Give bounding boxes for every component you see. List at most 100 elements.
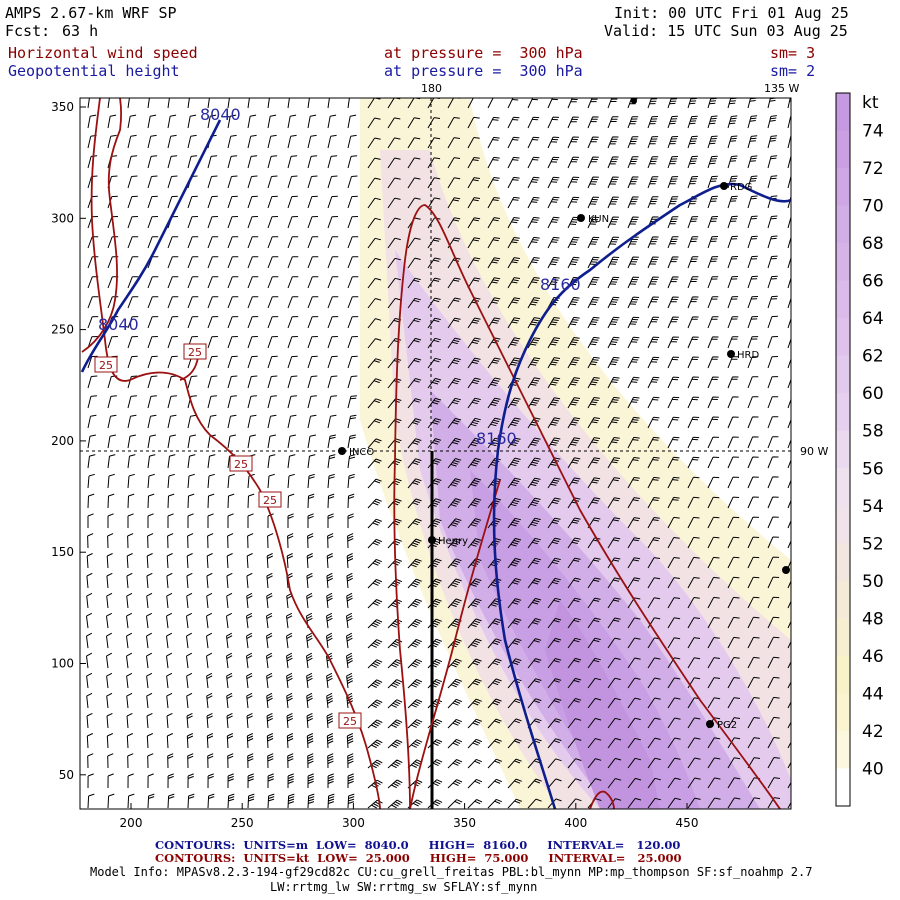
wind-barb <box>186 672 193 689</box>
wind-barb <box>627 517 641 529</box>
wind-barb <box>587 116 599 129</box>
wind-barb <box>607 457 620 469</box>
wind-barb <box>427 337 441 349</box>
wind-barb <box>747 275 758 289</box>
wind-barb <box>687 135 698 149</box>
wind-barb <box>667 777 681 789</box>
wind-barb <box>527 537 541 549</box>
wind-barb <box>767 476 779 489</box>
wind-barb <box>387 277 402 289</box>
wind-barb <box>467 457 482 469</box>
wind-barb <box>387 659 403 669</box>
wind-barb <box>707 336 719 349</box>
wind-barb <box>527 798 542 809</box>
wind-barb <box>247 753 254 769</box>
wind-barb <box>186 632 193 649</box>
wind-barb <box>147 175 158 189</box>
wind-barb <box>767 596 780 609</box>
wind-barb <box>167 753 174 769</box>
wind-barb <box>787 135 791 149</box>
wind-barb <box>747 697 760 709</box>
wind-barb <box>547 116 560 129</box>
colorbar-label: 44 <box>862 684 884 704</box>
wind-barb <box>207 773 214 789</box>
wind-barb <box>146 632 153 649</box>
wind-barb <box>587 577 601 589</box>
wind-barb <box>767 636 780 649</box>
wind-barb <box>267 175 278 189</box>
wind-barb <box>287 114 297 129</box>
wind-barb <box>267 256 279 269</box>
wind-barb <box>326 733 334 749</box>
wind-barb <box>707 135 718 149</box>
wind-barb <box>347 134 357 149</box>
wind-barb <box>787 155 791 169</box>
wind-barb <box>547 377 561 389</box>
wind-barb <box>647 737 661 749</box>
wind-barb <box>767 235 778 249</box>
wind-barb <box>87 454 96 469</box>
wind-barb <box>367 739 383 749</box>
wind-barb <box>387 237 401 249</box>
wind-barb <box>727 215 738 229</box>
wind-barb <box>307 773 314 789</box>
wind-barb <box>627 396 640 409</box>
wind-barb <box>287 375 298 389</box>
wind-barb <box>567 738 582 749</box>
wind-barb <box>587 196 600 209</box>
wind-barb <box>627 497 640 509</box>
wind-barb <box>407 598 422 609</box>
wind-barb <box>127 753 134 769</box>
wind-barb <box>347 296 359 309</box>
wind-barb <box>507 618 522 629</box>
wind-barb <box>326 692 334 709</box>
wind-barb <box>187 773 194 789</box>
wind-barb <box>587 236 600 249</box>
colorbar-label: 60 <box>862 384 884 404</box>
wind-barb <box>587 176 599 189</box>
wind-barb <box>747 436 759 449</box>
wind-barb <box>307 414 317 429</box>
wind-barb <box>747 717 760 729</box>
wind-barb <box>367 498 382 509</box>
wind-barb <box>247 773 254 789</box>
wind-barb <box>147 454 156 469</box>
wind-barb <box>387 518 402 529</box>
wind-barb <box>767 255 778 269</box>
wind-barb <box>367 257 382 269</box>
wind-barb <box>567 437 581 449</box>
wind-barb <box>467 137 480 149</box>
wind-barb <box>407 317 422 329</box>
wind-barb <box>367 759 383 769</box>
wind-barb <box>107 533 114 549</box>
wind-barb <box>226 592 233 609</box>
wind-barb <box>87 414 97 429</box>
wind-barb <box>467 317 481 329</box>
wind-barb <box>367 478 382 489</box>
wind-barb <box>587 617 601 629</box>
wind-barb <box>627 537 641 549</box>
wind-barb <box>167 395 177 409</box>
wind-barb <box>667 156 679 169</box>
wind-barb <box>267 134 277 149</box>
wind-barb <box>727 396 739 409</box>
wind-barb <box>347 395 357 409</box>
wind-barb <box>567 256 580 269</box>
wind-barb <box>126 672 133 689</box>
wind-barb <box>287 533 294 549</box>
wind-barb <box>627 416 640 429</box>
wind-barb <box>226 733 234 749</box>
wind-barb <box>187 195 198 209</box>
wind-barb <box>247 276 259 289</box>
wind-barb <box>207 473 215 489</box>
wind-barb <box>587 697 602 709</box>
wind-barb <box>547 597 562 609</box>
wind-barb <box>587 557 601 569</box>
wind-barb <box>687 276 699 289</box>
wind-barb <box>527 156 540 169</box>
wind-barb <box>86 712 93 729</box>
wind-barb <box>187 513 194 528</box>
wind-barb <box>547 98 558 109</box>
wind-barb <box>407 779 423 789</box>
wind-barb <box>627 457 640 469</box>
